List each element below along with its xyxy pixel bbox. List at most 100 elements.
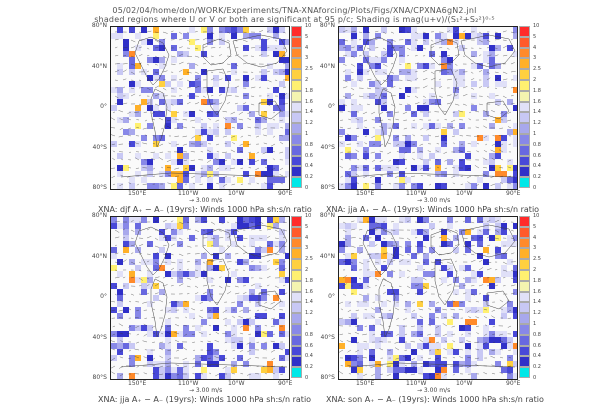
wind-vector	[406, 261, 410, 263]
shading-cell	[351, 153, 357, 159]
shading-cell	[435, 361, 441, 367]
wind-vector	[202, 291, 207, 295]
colorbar-segment	[291, 155, 302, 167]
shading-cell	[165, 361, 171, 367]
shading-cell	[435, 367, 441, 373]
shading-cell	[141, 27, 147, 33]
wind-vector	[499, 356, 504, 359]
colorbar-tick-label: 0	[533, 375, 537, 381]
lon-tick-label: 90°E	[506, 380, 521, 387]
shading-cell	[165, 153, 171, 159]
wind-vector	[350, 93, 355, 97]
shading-cell	[429, 93, 435, 99]
wind-vector	[460, 325, 464, 328]
shading-cell	[447, 271, 453, 277]
shading-cell	[405, 177, 411, 183]
panel-caption: XNA: jja A₊ − A₋ (19yrs): Winds 1000 hPa…	[98, 395, 312, 404]
wind-vector	[378, 119, 384, 122]
shading-cell	[243, 295, 249, 301]
wind-vector	[114, 236, 120, 239]
colorbar-segment	[519, 123, 530, 134]
shading-cell	[129, 343, 135, 349]
shading-cell	[177, 241, 183, 247]
shading-cell	[429, 349, 435, 355]
wind-vector	[446, 30, 451, 33]
lat-tick-label: 40°S	[320, 333, 335, 341]
wind-vector	[186, 245, 192, 248]
wind-vector	[130, 293, 135, 296]
wind-vector	[398, 30, 403, 33]
shading-cell	[213, 235, 219, 241]
shading-cell	[273, 177, 279, 183]
wind-vector	[234, 102, 238, 105]
shading-cell	[465, 349, 471, 355]
wind-vector	[130, 252, 134, 255]
wind-vector	[379, 323, 384, 327]
shading-cell	[495, 147, 501, 153]
shading-cell	[399, 27, 405, 33]
wind-vector	[209, 372, 212, 375]
shading-cell	[405, 259, 411, 265]
shading-cell	[501, 265, 507, 271]
wind-vector	[182, 357, 188, 361]
wind-vector	[371, 348, 376, 351]
wind-vector	[209, 183, 212, 185]
wind-vector	[422, 78, 428, 81]
wind-vector	[458, 110, 464, 113]
shading-cell	[453, 69, 459, 75]
wind-vector	[342, 261, 346, 263]
shading-cell	[369, 39, 375, 45]
wind-vector	[430, 261, 436, 264]
wind-vector	[394, 175, 400, 178]
wind-vector	[154, 85, 160, 89]
shading-cell	[435, 349, 441, 355]
map-area	[338, 216, 518, 380]
shading-cell	[471, 183, 477, 189]
shading-cell	[171, 373, 177, 379]
shading-cell	[243, 45, 249, 51]
shading-cell	[357, 105, 363, 111]
wind-vector	[162, 219, 167, 223]
wind-vector	[446, 63, 452, 66]
wind-vector	[202, 62, 207, 65]
wind-vector	[482, 119, 488, 121]
shading-cell	[237, 343, 243, 349]
shading-cell	[393, 241, 399, 247]
wind-vector	[282, 93, 288, 97]
wind-vector	[232, 158, 236, 161]
wind-vector	[178, 221, 184, 224]
shading-cell	[171, 367, 177, 373]
wind-vector	[194, 229, 200, 232]
shading-cell	[489, 319, 495, 325]
wind-vector	[420, 167, 424, 170]
shading-cell	[363, 57, 369, 63]
shading-cell	[231, 63, 237, 69]
wind-vector	[216, 151, 220, 153]
shading-cell	[171, 271, 177, 277]
wind-vector	[161, 127, 164, 130]
shading-cell	[405, 355, 411, 361]
wind-vector	[371, 111, 376, 115]
wind-vector	[130, 229, 135, 232]
shading-cell	[459, 361, 465, 367]
colorbar-segment	[519, 166, 530, 178]
wind-vector	[127, 118, 132, 121]
shading-cell	[357, 69, 363, 75]
wind-vector	[382, 95, 387, 98]
colorbar-tick-label: 2	[533, 267, 537, 273]
wind-vector	[250, 245, 256, 248]
wind-vector	[339, 349, 344, 353]
shading-cell	[381, 69, 387, 75]
wind-vector	[266, 276, 271, 279]
shading-cell	[363, 277, 369, 283]
wind-vector	[422, 47, 426, 50]
wind-vector	[280, 373, 284, 375]
wind-vector	[270, 301, 276, 305]
shading-cell	[417, 153, 423, 159]
wind-vector	[466, 340, 472, 343]
wind-vector	[242, 102, 247, 105]
shading-cell	[183, 325, 189, 331]
wind-vector	[282, 39, 286, 41]
wind-vector	[128, 349, 132, 352]
shading-cell	[357, 63, 363, 69]
